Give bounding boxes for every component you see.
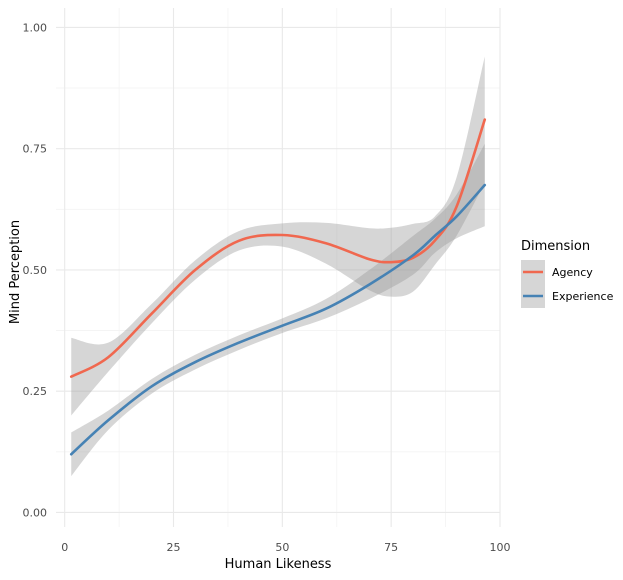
legend-title: Dimension — [521, 239, 590, 254]
legend-item-experience: Experience — [521, 284, 614, 308]
legend-label: Agency — [552, 266, 593, 279]
y-tick-label: 0.75 — [23, 143, 48, 156]
x-tick-label: 100 — [490, 541, 511, 554]
legend-item-agency: Agency — [521, 260, 593, 284]
y-tick-label: 1.00 — [23, 21, 48, 34]
agency-line — [69, 118, 487, 378]
y-axis-title: Mind Perception — [8, 220, 23, 324]
grid — [56, 8, 501, 527]
x-tick-label: 75 — [384, 541, 398, 554]
y-tick-label: 0.50 — [23, 264, 48, 277]
legend-label: Experience — [552, 290, 614, 303]
x-tick-label: 50 — [275, 541, 289, 554]
x-tick-label: 25 — [167, 541, 181, 554]
x-axis-title: Human Likeness — [225, 557, 332, 572]
x-tick-label: 0 — [61, 541, 68, 554]
legend: Dimension Agency Experience — [521, 239, 614, 308]
y-tick-label: 0.00 — [23, 506, 48, 519]
series-lines — [69, 118, 487, 456]
experience-line — [69, 183, 487, 456]
tick-labels: 0 25 50 75 100 0.00 0.25 0.50 0.75 1.00 — [23, 21, 511, 554]
y-tick-label: 0.25 — [23, 385, 48, 398]
